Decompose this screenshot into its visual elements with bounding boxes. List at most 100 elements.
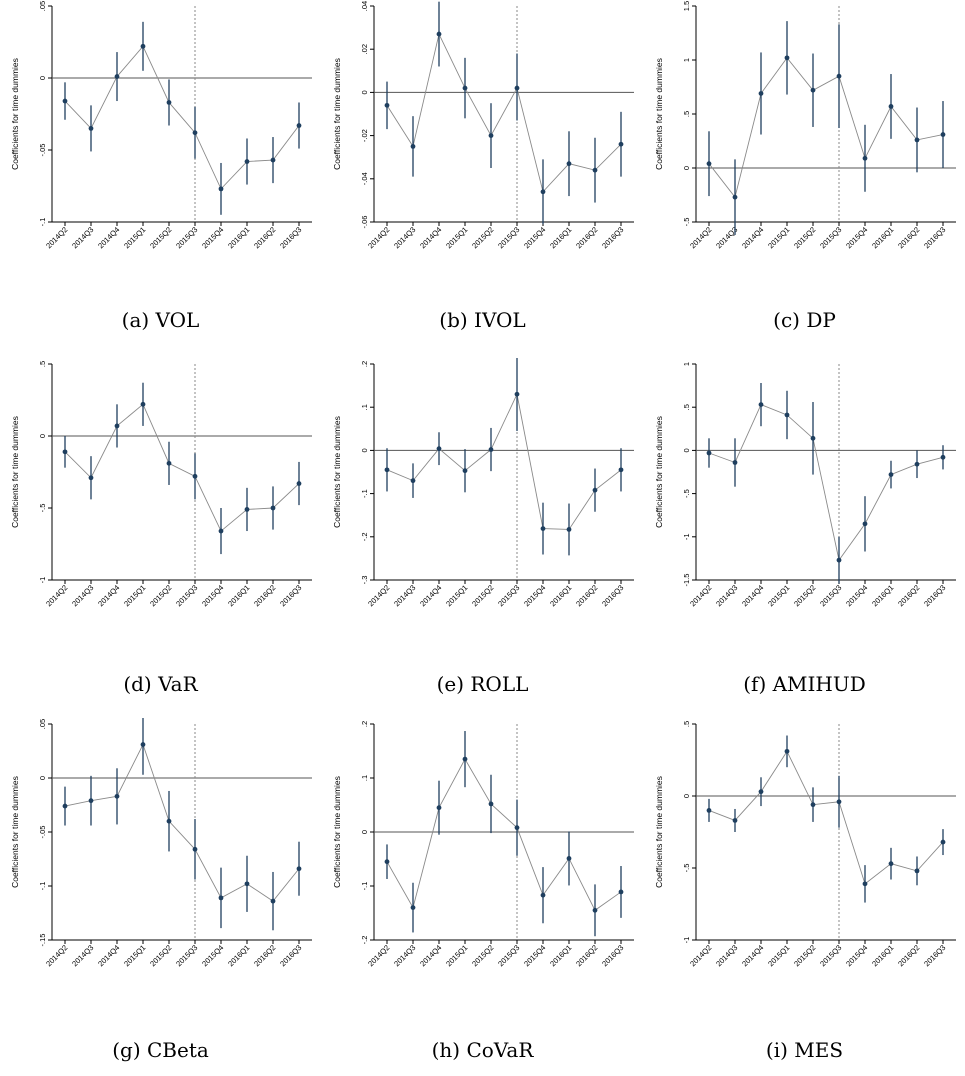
- data-point: [592, 907, 598, 913]
- y-tick-label: -.06: [360, 216, 369, 229]
- chart-cbeta: -.15 -.1 -.05 0 .05 Coefficients for time dum…: [10, 718, 312, 968]
- panel-var: -1 -.5 0 .5 Coefficients for time dummies 201…: [0, 358, 321, 716]
- x-tick-label: 2015Q3: [174, 943, 199, 968]
- x-tick-label: 2015Q1: [444, 583, 469, 608]
- x-tick-label: 2016Q1: [870, 225, 895, 250]
- data-point: [62, 449, 68, 455]
- caption-covar: (h) CoVaR: [431, 1038, 534, 1062]
- y-tick-label: -.2: [360, 532, 369, 541]
- data-point: [540, 526, 546, 531]
- y-tick-label: -1: [682, 937, 691, 944]
- y-tick-label: .5: [682, 404, 691, 410]
- data-point: [514, 391, 520, 397]
- x-tick-label: 2015Q2: [792, 583, 817, 608]
- x-tick-label: 2016Q3: [600, 225, 625, 250]
- y-tick-label: -.15: [38, 934, 47, 947]
- x-tick-label: 2016Q1: [548, 943, 573, 968]
- data-point: [244, 881, 250, 887]
- y-tick-label: -.05: [38, 826, 47, 839]
- y-tick-label: -.5: [682, 489, 691, 498]
- series-line: [708, 404, 944, 562]
- series-line: [64, 403, 300, 532]
- x-tick-label: 2014Q4: [418, 943, 443, 968]
- data-point: [810, 435, 816, 441]
- chart-var: -1 -.5 0 .5 Coefficients for time dummies 201…: [10, 361, 312, 608]
- data-point: [566, 527, 572, 532]
- data-point: [488, 447, 494, 452]
- panel-cbeta: -.15 -.1 -.05 0 .05 Coefficients for time dum…: [0, 718, 321, 1076]
- panel-ivol: -.06 -.04 -.02 0 .02 .04 Coefficients for time…: [322, 0, 643, 358]
- data-point: [540, 189, 546, 195]
- data-point: [270, 157, 276, 163]
- x-tick-label: 2015Q1: [444, 225, 469, 250]
- data-point: [540, 892, 546, 898]
- y-axis-title: Coefficients for time dummies: [332, 416, 342, 528]
- caption-mes: (i) MES: [765, 1038, 844, 1062]
- x-tick-label: 2014Q3: [714, 943, 739, 968]
- y-tick-label: -.1: [360, 882, 369, 891]
- x-tick-label: 2014Q2: [366, 943, 391, 968]
- y-tick-label: -1: [38, 577, 47, 584]
- y-tick-label: .2: [360, 721, 369, 727]
- data-point: [192, 846, 198, 852]
- series-line: [708, 57, 944, 199]
- y-tick-label: 0: [38, 434, 47, 438]
- x-tick-label: 2014Q3: [392, 943, 417, 968]
- x-tick-label: 2014Q3: [70, 583, 95, 608]
- chart-dp: -.5 0 .5 1 1.5 Coefficients for time dummies 2…: [654, 1, 956, 250]
- data-point: [114, 793, 120, 799]
- x-tick-label: 2016Q2: [252, 583, 277, 608]
- x-tick-label: 2014Q4: [740, 225, 765, 250]
- y-tick-label: .5: [682, 111, 691, 117]
- x-tick-label: 2016Q2: [896, 225, 921, 250]
- x-tick-label: 2014Q4: [96, 943, 121, 968]
- chart-vol: -.1 -.05 0 .05 Coefficients for time dummies…: [10, 1, 312, 250]
- y-tick-label: -.5: [682, 218, 691, 227]
- data-point: [836, 73, 842, 79]
- x-tick-label: 2014Q2: [44, 225, 69, 250]
- caption-roll: (e) ROLL: [436, 672, 529, 696]
- x-tick-label: 2016Q2: [574, 583, 599, 608]
- data-point: [296, 481, 302, 486]
- y-tick-label: 0: [682, 448, 691, 452]
- data-point: [270, 898, 276, 904]
- y-tick-label: -.2: [360, 936, 369, 945]
- y-tick-label: .04: [360, 1, 369, 11]
- y-tick-label: 1: [682, 58, 691, 62]
- panel-dp: -.5 0 .5 1 1.5 Coefficients for time dummies 2…: [644, 0, 965, 358]
- data-point: [706, 808, 712, 813]
- x-tick-label: 2016Q1: [870, 943, 895, 968]
- x-tick-label: 2016Q2: [896, 943, 921, 968]
- data-point: [810, 802, 816, 808]
- x-tick-label: 2014Q3: [714, 583, 739, 608]
- y-tick-label: -.1: [360, 489, 369, 498]
- data-point: [862, 881, 868, 887]
- y-tick-label: .05: [38, 719, 47, 729]
- data-point: [758, 402, 764, 408]
- data-point: [706, 161, 712, 167]
- data-point: [218, 895, 224, 901]
- y-tick-label: -1.5: [682, 574, 691, 587]
- x-tick-label: 2015Q1: [122, 943, 147, 968]
- x-tick-label: 2016Q2: [896, 583, 921, 608]
- data-point: [940, 132, 946, 137]
- data-point: [244, 507, 250, 512]
- data-point: [114, 423, 120, 429]
- panel-mes: -1 -.5 0 .5 Coefficients for time dummies 201…: [644, 718, 965, 1076]
- data-point: [166, 818, 172, 824]
- caption-var: (d) VaR: [123, 672, 198, 696]
- series-line: [64, 743, 300, 902]
- x-tick-label: 2016Q3: [278, 225, 303, 250]
- data-point: [784, 748, 790, 754]
- data-point: [592, 487, 598, 493]
- series-line: [708, 750, 944, 885]
- x-tick-label: 2014Q3: [392, 225, 417, 250]
- data-point: [888, 104, 894, 109]
- data-point: [862, 521, 868, 527]
- x-tick-label: 2015Q4: [522, 943, 547, 968]
- x-tick-label: 2015Q4: [200, 583, 225, 608]
- y-tick-label: -.04: [360, 172, 369, 185]
- data-point: [296, 123, 302, 128]
- y-tick-label: 0: [360, 90, 369, 94]
- chart-amihud: -1.5 -1 -.5 0 .5 1 Coefficients for time dummi…: [654, 362, 956, 608]
